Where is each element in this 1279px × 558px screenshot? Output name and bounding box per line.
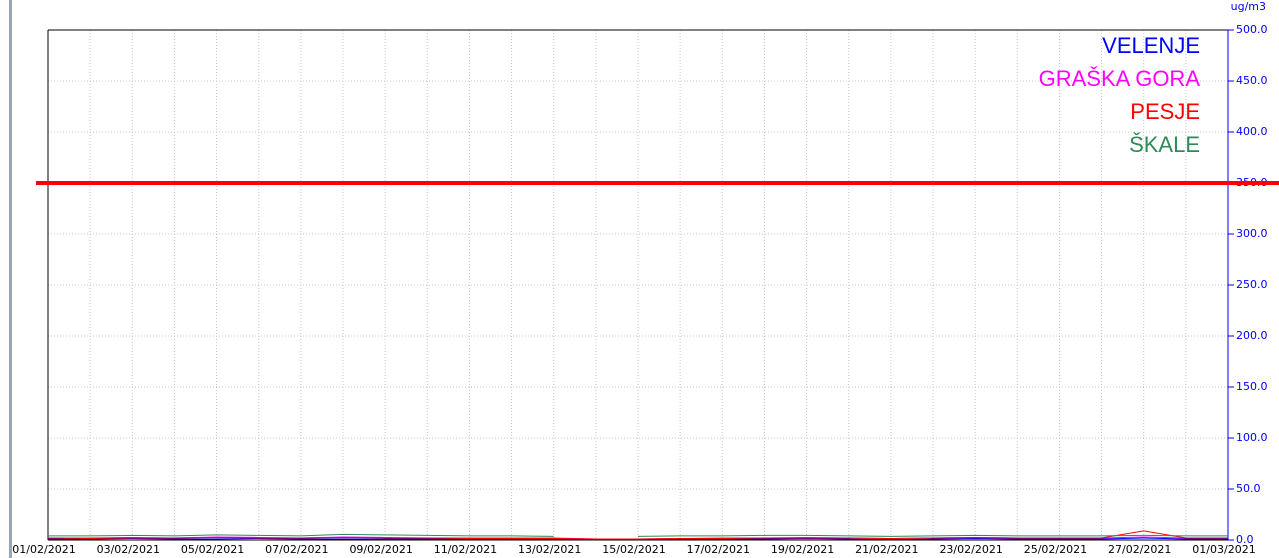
x-tick-label: 11/02/2021	[434, 543, 497, 556]
x-tick-label: 01/02/2021	[12, 543, 75, 556]
legend-entry: ŠKALE	[1129, 132, 1200, 157]
x-tick-label: 21/02/2021	[855, 543, 918, 556]
y-tick-label: 200.0	[1236, 329, 1268, 342]
x-tick-label: 25/02/2021	[1024, 543, 1087, 556]
x-tick-label: 09/02/2021	[349, 543, 412, 556]
series-line	[48, 537, 1228, 540]
y-tick-label: 450.0	[1236, 74, 1268, 87]
series-line	[48, 533, 1228, 537]
y-tick-label: 400.0	[1236, 125, 1268, 138]
y-tick-label: 0.0	[1236, 533, 1254, 546]
x-tick-label: 01/03/2021	[1192, 543, 1255, 556]
x-tick-label: 07/02/2021	[265, 543, 328, 556]
y-unit: ug/m3	[1231, 0, 1266, 13]
left-bar	[9, 0, 12, 558]
x-tick-label: 05/02/2021	[181, 543, 244, 556]
x-tick-label: 15/02/2021	[602, 543, 665, 556]
x-tick-label: 17/02/2021	[687, 543, 750, 556]
x-tick-label: 13/02/2021	[518, 543, 581, 556]
x-tick-label: 27/02/2021	[1108, 543, 1171, 556]
y-tick-label: 50.0	[1236, 482, 1261, 495]
y-tick-label: 300.0	[1236, 227, 1268, 240]
x-tick-label: 03/02/2021	[97, 543, 160, 556]
legend-entry: GRAŠKA GORA	[1039, 66, 1201, 91]
x-tick-label: 19/02/2021	[771, 543, 834, 556]
y-tick-label: 250.0	[1236, 278, 1268, 291]
y-tick-label: 100.0	[1236, 431, 1268, 444]
y-tick-label: 500.0	[1236, 23, 1268, 36]
y-tick-label: 150.0	[1236, 380, 1268, 393]
series-line	[47, 530, 1228, 540]
legend-entry: PESJE	[1130, 99, 1200, 124]
x-tick-label: 23/02/2021	[939, 543, 1002, 556]
legend-entry: VELENJE	[1102, 33, 1200, 58]
